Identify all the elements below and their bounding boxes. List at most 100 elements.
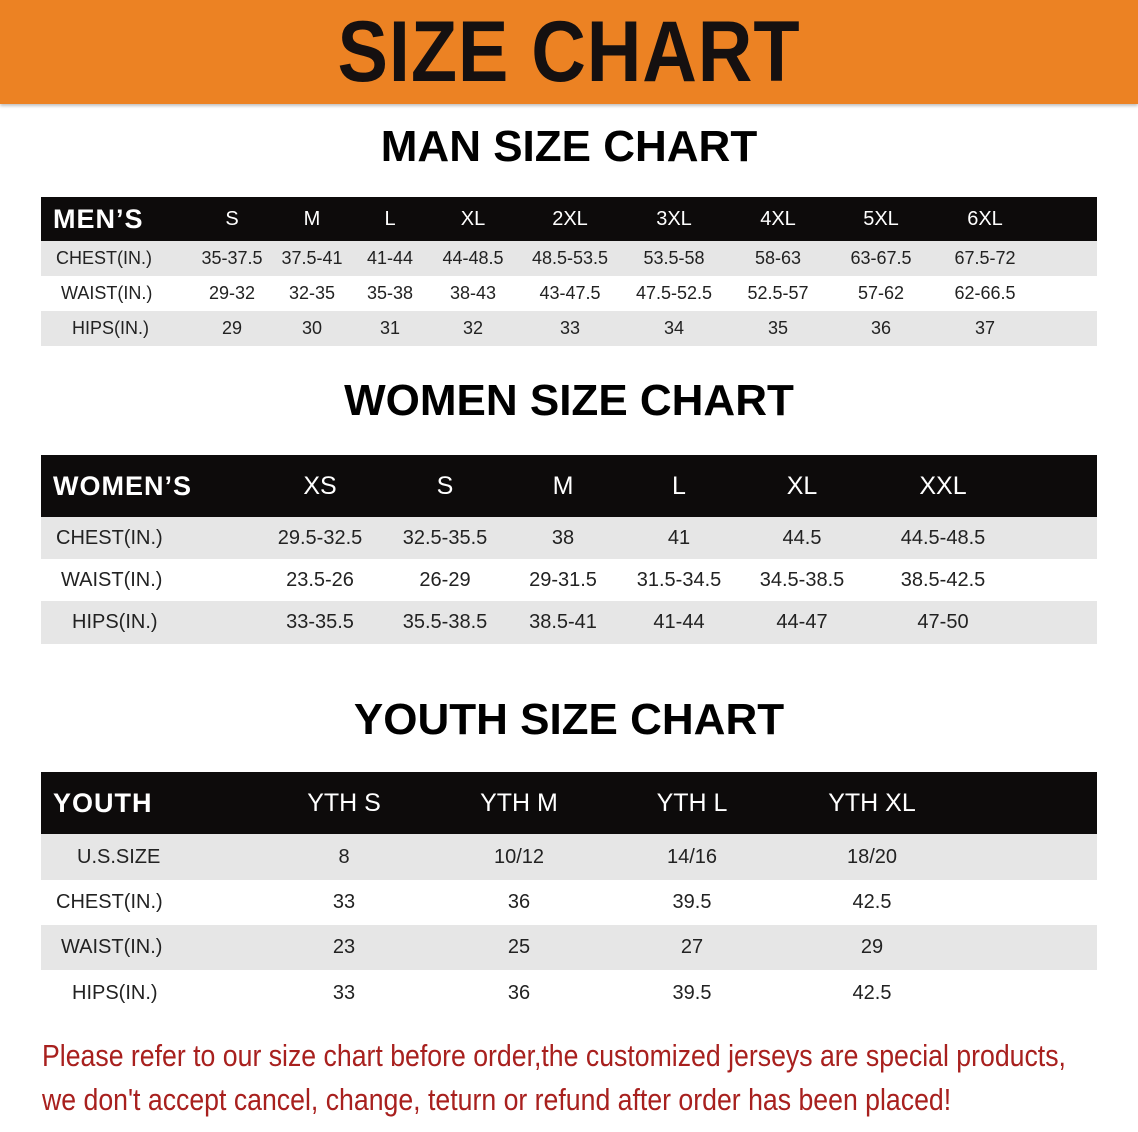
table-cell: 57-62: [857, 283, 905, 303]
table-cell: 41-44: [653, 611, 705, 633]
table-cell: 44-47: [776, 611, 828, 633]
table-cell: 41: [667, 526, 691, 549]
size-header: 4XL: [760, 207, 796, 230]
table-row: CHEST(IN.) 35-37.5 37.5-41 41-44 44-48.5 48.5…: [41, 241, 1097, 276]
table-cell: 31.5-34.5: [636, 568, 722, 591]
measure-label: WAIST(IN.): [61, 568, 163, 591]
table-cell: 36: [870, 318, 892, 338]
size-header: YTH L: [656, 788, 728, 817]
table-cell: 38-43: [449, 283, 497, 303]
table-row: HIPS(IN.) 33-35.5 35.5-38.5 38.5-41 41-44 44-…: [41, 601, 1097, 644]
size-header: M: [552, 471, 574, 500]
table-cell: 30: [301, 318, 323, 338]
table-cell: 33: [559, 318, 581, 338]
table-cell: 33: [332, 981, 356, 1004]
size-header: S: [436, 471, 454, 500]
measure-label: U.S.SIZE: [77, 845, 161, 868]
size-header: 6XL: [967, 207, 1003, 230]
table-cell: 35-37.5: [201, 248, 263, 268]
banner: SIZE CHART: [0, 0, 1138, 104]
table-cell: 44-48.5: [442, 248, 504, 268]
notice-line-1: Please refer to our size chart before or…: [42, 1038, 1066, 1073]
table-cell: 39.5: [672, 981, 712, 1004]
women-size-table: WOMEN’S XS S M L XL XXL CHEST(IN.) 29.5-32.5 32.5…: [41, 455, 1097, 644]
table-row: CHEST(IN.) 29.5-32.5 32.5-35.5 38 41 44.5 44.5…: [41, 517, 1097, 559]
table-row: WAIST(IN.) 29-32 32-35 35-38 38-43 43-47.5 47.…: [41, 276, 1097, 311]
table-cell: 8: [338, 845, 350, 868]
table-cell: 23.5-26: [286, 568, 354, 591]
table-cell: 41-44: [366, 248, 414, 268]
table-cell: 18/20: [846, 845, 898, 868]
size-header: 5XL: [863, 207, 899, 230]
table-cell: 29: [860, 936, 884, 958]
size-header: 2XL: [552, 207, 588, 230]
table-cell: 44.5-48.5: [900, 526, 986, 549]
table-cell: 42.5: [852, 981, 892, 1004]
notice-line-2: we don't accept cancel, change, teturn o…: [42, 1082, 952, 1117]
table-cell: 52.5-57: [747, 283, 809, 303]
table-cell: 38.5-41: [529, 611, 597, 633]
table-row: WAIST(IN.) 23 25 27 29: [41, 925, 1097, 970]
table-cell: 47.5-52.5: [635, 283, 713, 303]
table-cell: 29-31.5: [529, 568, 597, 591]
women-section-title: WOMEN SIZE CHART: [344, 376, 794, 425]
size-header: XL: [460, 207, 486, 230]
size-header: YTH M: [480, 788, 558, 817]
table-cell: 43-47.5: [539, 283, 601, 303]
table-row: U.S.SIZE 8 10/12 14/16 18/20: [41, 834, 1097, 880]
table-cell: 38.5-42.5: [900, 568, 986, 591]
measure-label: WAIST(IN.): [61, 936, 163, 958]
table-cell: 34.5-38.5: [759, 568, 845, 591]
size-header: L: [384, 207, 396, 230]
banner-title: SIZE CHART: [337, 4, 801, 100]
men-size-table: MEN’S S M L XL 2XL 3XL 4XL 5XL 6XL CHEST(IN.) 35-37…: [41, 197, 1097, 346]
measure-label: HIPS(IN.): [72, 981, 158, 1004]
size-header: L: [672, 471, 686, 500]
table-cell: 58-63: [754, 248, 802, 268]
table-title-cell: WOMEN’S: [53, 470, 192, 501]
men-section-title: MAN SIZE CHART: [380, 122, 758, 171]
table-cell: 37.5-41: [281, 248, 343, 268]
youth-section-title: YOUTH SIZE CHART: [353, 695, 785, 744]
table-title-cell: MEN’S: [53, 203, 144, 234]
men-header-row: MEN’S S M L XL 2XL 3XL 4XL 5XL 6XL: [41, 197, 1097, 241]
table-cell: 36: [507, 981, 531, 1004]
size-header: XS: [303, 471, 337, 500]
table-cell: 44.5: [782, 526, 822, 549]
table-cell: 36: [507, 891, 531, 913]
table-cell: 63-67.5: [850, 248, 912, 268]
measure-label: CHEST(IN.): [56, 891, 163, 913]
size-header: S: [225, 207, 239, 230]
table-cell: 35.5-38.5: [402, 611, 488, 633]
table-cell: 26-29: [419, 568, 471, 591]
table-cell: 33-35.5: [286, 611, 354, 633]
table-cell: 62-66.5: [954, 283, 1016, 303]
table-cell: 27: [680, 936, 704, 958]
youth-header-row: YOUTH YTH S YTH M YTH L YTH XL: [41, 772, 1097, 834]
table-cell: 37: [974, 318, 996, 338]
women-header-row: WOMEN’S XS S M L XL XXL: [41, 455, 1097, 517]
table-cell: 39.5: [672, 891, 712, 913]
table-cell: 29-32: [208, 283, 256, 303]
table-cell: 14/16: [666, 845, 718, 868]
size-header: YTH XL: [828, 788, 916, 817]
youth-size-table: YOUTH YTH S YTH M YTH L YTH XL U.S.SIZE 8 10/12…: [41, 772, 1097, 1016]
size-header: XXL: [919, 471, 967, 500]
measure-label: CHEST(IN.): [56, 526, 163, 549]
size-header: YTH S: [307, 788, 381, 817]
size-header: 3XL: [656, 207, 692, 230]
table-cell: 23: [332, 936, 356, 958]
table-cell: 29: [221, 318, 243, 338]
table-cell: 34: [663, 318, 685, 338]
size-header: M: [303, 207, 321, 230]
table-cell: 48.5-53.5: [531, 248, 609, 268]
table-cell: 32.5-35.5: [402, 526, 488, 549]
table-cell: 29.5-32.5: [277, 526, 363, 549]
table-cell: 67.5-72: [954, 248, 1016, 268]
table-cell: 25: [507, 936, 531, 958]
table-cell: 32: [462, 318, 484, 338]
table-cell: 35-38: [366, 283, 414, 303]
table-title-cell: YOUTH: [53, 787, 153, 818]
table-cell: 42.5: [852, 891, 892, 913]
table-cell: 47-50: [917, 611, 969, 633]
